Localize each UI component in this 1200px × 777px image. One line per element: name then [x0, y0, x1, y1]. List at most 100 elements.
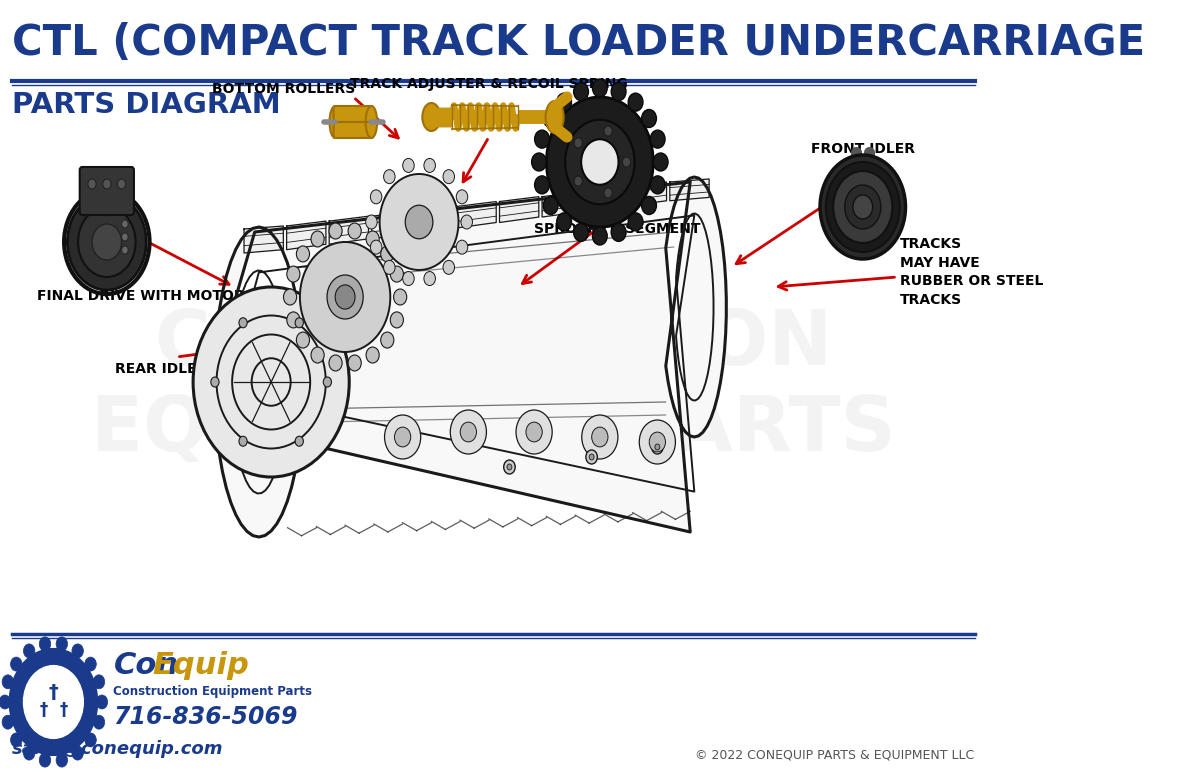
Circle shape — [67, 194, 146, 290]
Circle shape — [2, 715, 13, 729]
Circle shape — [379, 174, 458, 270]
Ellipse shape — [330, 106, 341, 138]
Ellipse shape — [422, 103, 440, 131]
Circle shape — [574, 138, 582, 148]
Circle shape — [574, 82, 588, 101]
Circle shape — [461, 215, 473, 229]
Circle shape — [121, 246, 128, 254]
Circle shape — [329, 355, 342, 371]
Circle shape — [456, 240, 468, 254]
Circle shape — [11, 650, 96, 754]
Polygon shape — [215, 177, 726, 537]
Circle shape — [504, 460, 515, 474]
Circle shape — [380, 246, 394, 262]
Text: SPROCKET, SEGMENT: SPROCKET, SEGMENT — [534, 222, 701, 236]
Circle shape — [348, 355, 361, 371]
Circle shape — [546, 97, 653, 227]
Text: †: † — [59, 701, 67, 719]
Circle shape — [390, 266, 403, 282]
Circle shape — [103, 179, 110, 189]
Circle shape — [380, 332, 394, 348]
Polygon shape — [414, 207, 454, 233]
Polygon shape — [329, 216, 368, 244]
Circle shape — [390, 312, 403, 328]
Circle shape — [311, 347, 324, 363]
Circle shape — [649, 432, 666, 452]
Circle shape — [11, 657, 22, 671]
Text: 716-836-5069: 716-836-5069 — [113, 705, 298, 729]
Circle shape — [611, 223, 626, 242]
Circle shape — [239, 436, 247, 446]
Circle shape — [56, 753, 67, 767]
Circle shape — [211, 377, 220, 387]
Circle shape — [11, 733, 22, 747]
Circle shape — [574, 176, 582, 186]
Circle shape — [456, 190, 468, 204]
Circle shape — [24, 644, 35, 658]
Circle shape — [532, 153, 546, 171]
Circle shape — [371, 240, 382, 254]
Circle shape — [92, 224, 121, 260]
Circle shape — [121, 220, 128, 228]
Circle shape — [287, 312, 300, 328]
Circle shape — [611, 82, 626, 101]
Circle shape — [335, 285, 355, 309]
Circle shape — [2, 674, 13, 689]
Text: Con: Con — [113, 650, 179, 680]
Text: TRACK ADJUSTER & RECOIL SPRING: TRACK ADJUSTER & RECOIL SPRING — [350, 77, 628, 91]
Circle shape — [366, 347, 379, 363]
Circle shape — [311, 231, 324, 247]
Polygon shape — [457, 201, 497, 228]
Circle shape — [296, 246, 310, 262]
Circle shape — [592, 427, 608, 447]
Text: © 2022 CONEQUIP PARTS & EQUIPMENT LLC: © 2022 CONEQUIP PARTS & EQUIPMENT LLC — [695, 748, 974, 761]
Circle shape — [589, 454, 594, 460]
Circle shape — [544, 110, 558, 127]
Circle shape — [424, 159, 436, 172]
Circle shape — [85, 657, 96, 671]
Circle shape — [526, 422, 542, 442]
Circle shape — [193, 287, 349, 477]
Circle shape — [384, 260, 395, 274]
Polygon shape — [499, 197, 539, 222]
Circle shape — [443, 260, 455, 274]
Circle shape — [450, 410, 486, 454]
Circle shape — [650, 130, 665, 148]
Circle shape — [88, 179, 96, 189]
Circle shape — [283, 289, 296, 305]
Circle shape — [582, 415, 618, 459]
Circle shape — [557, 93, 571, 111]
Circle shape — [593, 227, 607, 245]
Circle shape — [295, 318, 304, 328]
Circle shape — [239, 318, 247, 328]
Circle shape — [604, 126, 612, 136]
Polygon shape — [628, 182, 666, 206]
Circle shape — [853, 195, 872, 219]
Text: Equip: Equip — [152, 650, 248, 680]
Circle shape — [443, 169, 455, 183]
Circle shape — [424, 271, 436, 285]
Circle shape — [593, 79, 607, 97]
Text: CTL (COMPACT TRACK LOADER UNDERCARRIAGE: CTL (COMPACT TRACK LOADER UNDERCARRIAGE — [12, 22, 1145, 64]
Circle shape — [366, 215, 377, 229]
Circle shape — [565, 120, 635, 204]
Circle shape — [296, 332, 310, 348]
Circle shape — [384, 169, 395, 183]
Text: FRONT IDLER: FRONT IDLER — [811, 142, 914, 156]
Circle shape — [586, 450, 598, 464]
Circle shape — [94, 715, 104, 729]
Ellipse shape — [366, 106, 377, 138]
Circle shape — [394, 289, 407, 305]
Circle shape — [461, 422, 476, 442]
Circle shape — [640, 420, 676, 464]
Circle shape — [366, 231, 379, 247]
Circle shape — [403, 159, 414, 172]
Circle shape — [121, 233, 128, 241]
Circle shape — [652, 440, 664, 454]
Text: PARTS DIAGRAM: PARTS DIAGRAM — [12, 91, 281, 119]
Circle shape — [833, 171, 893, 243]
Polygon shape — [542, 192, 581, 217]
Circle shape — [395, 427, 410, 447]
Circle shape — [85, 733, 96, 747]
Circle shape — [406, 205, 433, 239]
